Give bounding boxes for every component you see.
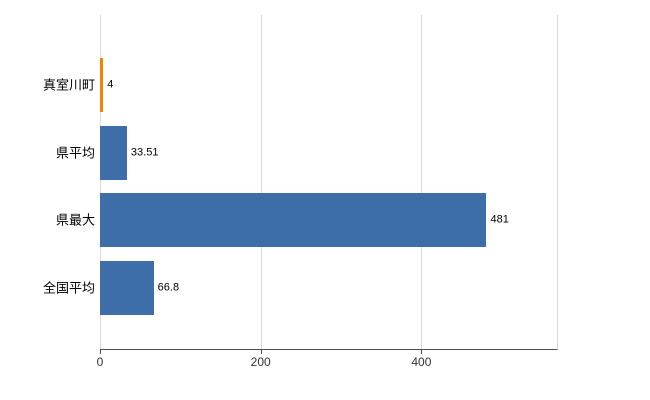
value-label: 33.51 bbox=[130, 146, 159, 159]
x-axis-tick-label: 200 bbox=[250, 355, 271, 369]
x-axis-tick bbox=[421, 350, 423, 354]
x-axis-tick-label: 400 bbox=[411, 355, 432, 369]
gridline bbox=[260, 15, 262, 349]
bar bbox=[100, 125, 127, 180]
value-label: 481 bbox=[490, 213, 509, 226]
bar bbox=[100, 57, 104, 112]
category-label: 県最大 bbox=[55, 212, 95, 228]
category-label: 真室川町 bbox=[42, 77, 95, 93]
bar bbox=[100, 261, 154, 316]
value-label: 66.8 bbox=[157, 281, 180, 294]
gridline bbox=[100, 15, 101, 349]
x-axis-tick bbox=[100, 350, 101, 354]
gridline bbox=[421, 15, 423, 349]
plot-area: 4 33.51 481 66.8 bbox=[100, 15, 558, 350]
category-label: 県平均 bbox=[55, 145, 95, 161]
bar bbox=[100, 193, 487, 248]
category-label: 全国平均 bbox=[42, 280, 95, 296]
x-axis-tick-label: 0 bbox=[96, 355, 104, 369]
value-label: 4 bbox=[107, 78, 114, 91]
x-axis-tick bbox=[260, 350, 262, 354]
